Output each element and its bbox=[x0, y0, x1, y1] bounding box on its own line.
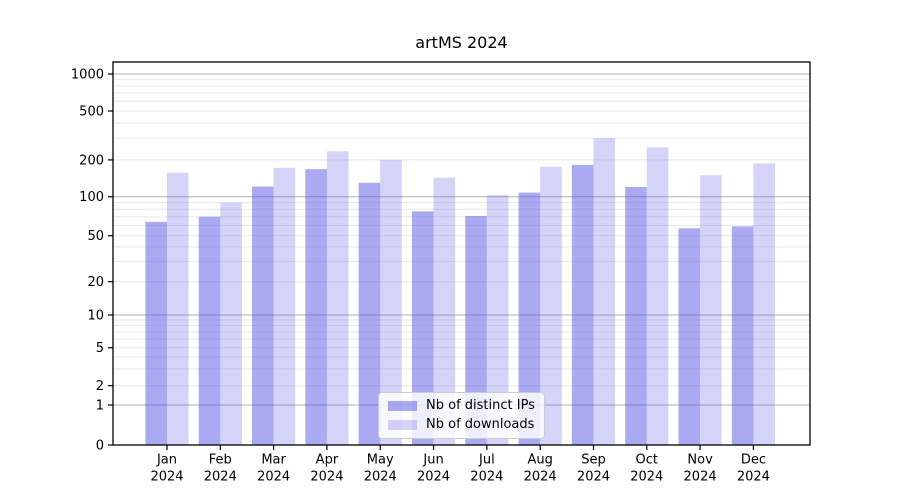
bar-oct-downloads bbox=[646, 147, 669, 445]
legend-item-downloads: Nb of downloads bbox=[388, 417, 535, 432]
y-tick-label: 5 bbox=[96, 341, 104, 356]
bar-sep-distinct-ips bbox=[571, 164, 594, 446]
chart-title: artMS 2024 bbox=[415, 33, 508, 52]
y-tick-label: 200 bbox=[79, 153, 104, 168]
x-tick-label-apr: Apr 2024 bbox=[310, 453, 343, 485]
plot-border bbox=[112, 61, 811, 446]
legend-item-distinct-ips: Nb of distinct IPs bbox=[388, 398, 535, 413]
bar-feb-downloads bbox=[220, 202, 242, 445]
bar-nov-distinct-ips bbox=[678, 228, 701, 445]
bar-jan-distinct-ips bbox=[145, 221, 167, 445]
y-tick-label: 100 bbox=[79, 190, 104, 205]
y-tick-label: 500 bbox=[79, 105, 104, 120]
bar-jan-downloads bbox=[167, 172, 189, 445]
x-tick-label-jul: Jul 2024 bbox=[470, 453, 503, 485]
x-tick-label-mar: Mar 2024 bbox=[257, 453, 290, 485]
y-tick-label: 1000 bbox=[71, 68, 104, 83]
x-tick-label-dec: Dec 2024 bbox=[737, 453, 770, 485]
x-tick-label-may: May 2024 bbox=[364, 453, 397, 485]
bar-feb-distinct-ips bbox=[198, 216, 221, 445]
bar-jul-downloads bbox=[486, 195, 509, 445]
legend: Nb of distinct IPs Nb of downloads bbox=[378, 392, 545, 439]
legend-swatch-downloads bbox=[388, 419, 417, 430]
y-tick-label: 1 bbox=[96, 399, 104, 414]
bar-may-distinct-ips bbox=[358, 182, 381, 446]
bar-may-downloads bbox=[380, 159, 402, 445]
x-tick-label-jan: Jan 2024 bbox=[150, 453, 183, 485]
bar-dec-distinct-ips bbox=[731, 226, 754, 445]
x-tick-label-oct: Oct 2024 bbox=[630, 453, 663, 485]
x-tick-label-jun: Jun 2024 bbox=[417, 453, 450, 485]
bar-oct-distinct-ips bbox=[625, 187, 647, 446]
y-tick-label: 0 bbox=[96, 439, 104, 454]
bar-dec-downloads bbox=[753, 163, 775, 445]
tick-labels: 0 1 2 5 10 20 50 100 200 500 1000 Jan 2024 Feb 2024 Mar… bbox=[71, 68, 770, 485]
x-tick-label-feb: Feb 2024 bbox=[204, 453, 237, 485]
bar-nov-downloads bbox=[700, 175, 722, 445]
bar-mar-distinct-ips bbox=[252, 186, 274, 445]
bar-aug-distinct-ips bbox=[518, 192, 541, 445]
x-tick-label-sep: Sep 2024 bbox=[577, 453, 610, 485]
axes bbox=[108, 61, 811, 450]
legend-swatch-distinct-ips bbox=[388, 400, 417, 411]
bar-aug-downloads bbox=[540, 166, 562, 445]
bar-mar-downloads bbox=[273, 167, 296, 446]
y-tick-label: 10 bbox=[87, 309, 104, 324]
bar-jun-downloads bbox=[433, 177, 456, 446]
bar-sep-downloads bbox=[593, 138, 616, 445]
bar-jun-distinct-ips bbox=[411, 211, 434, 445]
legend-label-distinct-ips: Nb of distinct IPs bbox=[426, 398, 535, 413]
bar-apr-downloads bbox=[326, 151, 349, 445]
x-tick-label-aug: Aug 2024 bbox=[524, 453, 557, 485]
legend-label-downloads: Nb of downloads bbox=[426, 417, 535, 432]
y-tick-label: 50 bbox=[87, 229, 104, 244]
bars bbox=[145, 138, 775, 446]
x-tick-label-nov: Nov 2024 bbox=[684, 453, 717, 485]
y-tick-label: 2 bbox=[96, 379, 104, 394]
y-tick-label: 20 bbox=[87, 275, 104, 290]
bar-apr-distinct-ips bbox=[305, 169, 327, 446]
bar-jul-distinct-ips bbox=[465, 215, 487, 445]
